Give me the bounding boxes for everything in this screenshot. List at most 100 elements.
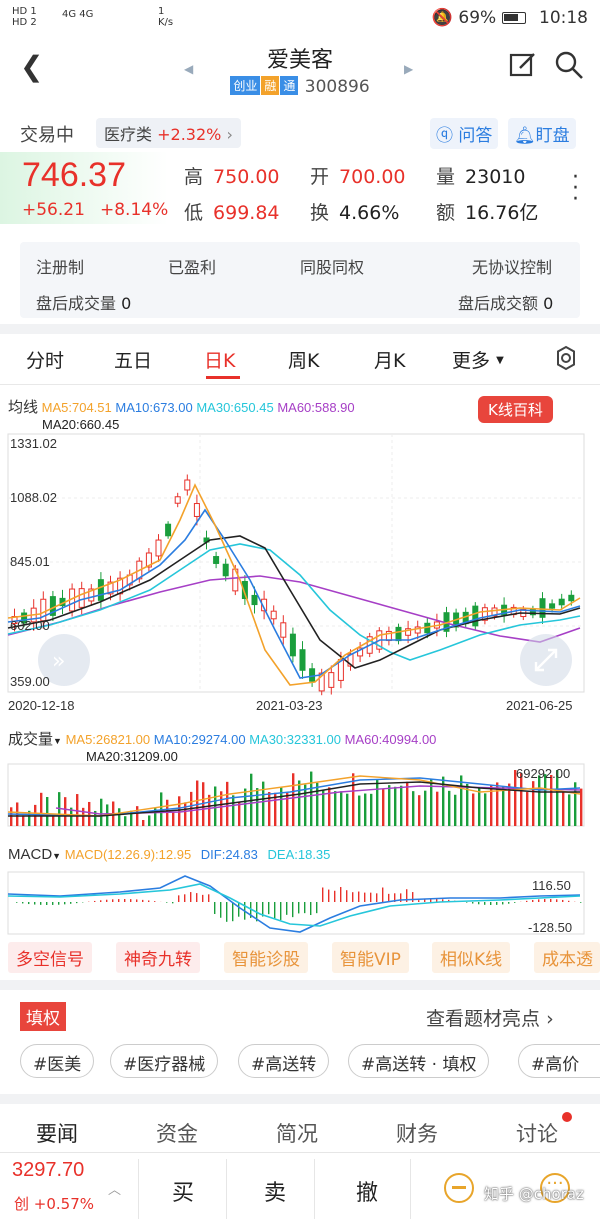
sector-pill[interactable]: 医疗类 +2.32% › [96,118,241,148]
volume-bar [118,808,121,826]
candle-body [472,605,479,627]
chip-medical-devices[interactable]: #医疗器械 [110,1044,219,1078]
more-vertical-icon[interactable]: · · · [572,165,579,212]
macd-bar [118,899,120,902]
search-icon[interactable] [554,50,584,84]
macd-caret-icon[interactable]: ▼ [52,851,62,861]
settings-gear-icon[interactable] [552,344,580,377]
volume-bar [412,791,415,826]
chip-high-transfer-fill[interactable]: #高送转 · 填权 [348,1044,490,1078]
macd-bar [196,893,198,902]
info-tabs: 要闻 资金 简况 财务 讨论 [0,1112,600,1152]
trade-bar: 3297.70 创 +0.57% ︿ 买 卖 撤 ··· 知乎 @choraz [0,1152,600,1224]
volume-bar [562,791,565,826]
macd-bar [526,900,528,902]
prev-stock-icon[interactable]: ◀ [184,62,194,76]
price-change-pct: +8.14% [100,200,169,220]
after-amount-value: 0 [543,294,554,313]
macd-bar [130,899,132,902]
fullscreen-icon [534,648,558,672]
kline-chart[interactable]: » [0,430,600,720]
tab-weekly-k[interactable]: 周K [288,350,320,372]
volume-bar [310,771,313,826]
func-smart-vip[interactable]: 智能VIP [332,942,409,973]
watch-button[interactable]: 🔔︎盯盘 [508,118,576,149]
volume-bar [28,810,31,826]
next-stock-icon[interactable]: ▶ [404,62,414,76]
volume-bar [364,793,367,826]
divider [226,1159,227,1219]
volume-bar [388,785,391,826]
edit-icon[interactable] [508,50,538,84]
macd-bar [436,899,438,902]
macd-value: MACD(12.26.9):12.95 [64,847,192,862]
tab-profile[interactable]: 简况 [276,1122,318,1146]
candle-body [78,588,85,608]
tab-funds[interactable]: 资金 [156,1122,198,1146]
macd-bar [376,893,378,902]
index-value[interactable]: 3297.70 [12,1159,85,1181]
volume-bar [46,797,49,826]
buy-button[interactable]: 买 [172,1181,195,1206]
macd-bar [148,900,150,902]
volume-bar [178,796,181,826]
chevron-up-icon[interactable]: ︿ [108,1183,122,1198]
macd-chart[interactable] [0,870,600,936]
func-long-short[interactable]: 多空信号 [8,942,92,973]
volume-bar [394,786,397,826]
volume-bar [430,779,433,826]
chip-high-transfer[interactable]: #高送转 [238,1044,330,1078]
tab-intraday[interactable]: 分时 [26,350,65,372]
expand-left-button[interactable] [38,634,90,686]
candle-body [395,626,402,642]
macd-bar [64,902,66,905]
macd-bar [232,902,234,922]
cancel-order-button[interactable]: 撤 [356,1181,379,1206]
tab-daily-k[interactable]: 日K [204,350,236,372]
macd-bar [394,893,396,902]
candle-body [309,668,316,682]
tab-monthly-k[interactable]: 月K [374,350,406,372]
chat-more-icon[interactable]: ··· [540,1173,570,1203]
back-arrow-icon[interactable]: ❮ [20,50,44,83]
macd-bar [514,902,516,903]
minus-circle-icon[interactable] [444,1173,474,1203]
volume-bar [64,797,67,826]
macd-bar [238,902,240,917]
macd-bar [226,902,228,922]
tab-five-day[interactable]: 五日 [114,350,153,372]
amount-label: 额 [436,202,456,224]
volume-chart[interactable] [0,762,600,830]
tab-discussion[interactable]: 讨论 [516,1122,558,1146]
divider [314,1159,315,1219]
tab-news[interactable]: 要闻 [36,1122,78,1146]
macd-bar [508,902,510,904]
macd-label: MACD [8,846,53,863]
separator-2 [0,980,600,990]
volume-bar [376,779,379,826]
func-smart-diagnose[interactable]: 智能诊股 [224,942,308,973]
topic-highlights-link[interactable]: 查看题材亮点 › [426,1004,554,1031]
func-cost[interactable]: 成本透 [534,942,600,973]
macd-bar [538,899,540,902]
volume-bar [154,808,157,826]
candle-body [193,503,200,517]
tab-more[interactable]: 更多 ▼ [452,346,504,373]
qa-button[interactable]: ⓠ 问答 [430,118,499,149]
volume-caret-icon[interactable]: ▼ [53,736,62,746]
vol-ma5-label: MA5:26821.00 [65,732,151,747]
kline-baike-button[interactable]: K线百科 [478,396,553,423]
ma20-label: MA20:660.45 [42,417,120,432]
chip-yimei[interactable]: #医美 [20,1044,95,1078]
tab-finance[interactable]: 财务 [396,1122,438,1146]
chip-high-price[interactable]: #高价 [518,1044,600,1078]
macd-bar [358,891,360,902]
func-similar-k[interactable]: 相似K线 [432,942,511,973]
macd-bar [40,902,42,905]
volume-bar [466,783,469,826]
func-nine-turn[interactable]: 神奇九转 [116,942,200,973]
speed-label: 1 K/s [158,6,174,28]
sell-button[interactable]: 卖 [264,1181,287,1206]
candle-body [88,588,95,602]
macd-bar [502,902,504,905]
